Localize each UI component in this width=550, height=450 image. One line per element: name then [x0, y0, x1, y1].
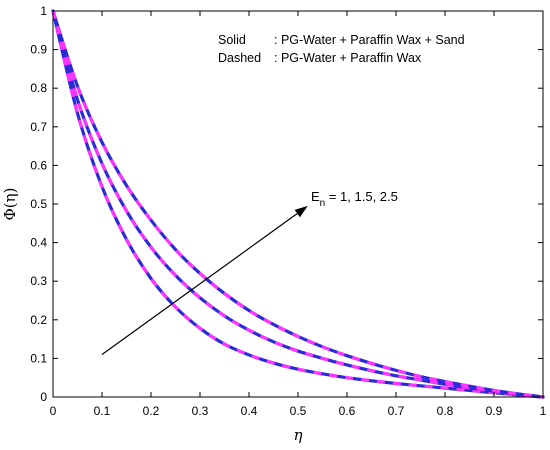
- annotation-arrow-shaft: [101, 213, 298, 356]
- y-tick-label: 0.5: [30, 197, 47, 211]
- x-tick-label: 0.5: [290, 404, 307, 418]
- y-axis-label: Φ(η): [1, 188, 19, 221]
- x-tick-label: 0.7: [388, 404, 405, 418]
- y-tick-label: 0.9: [30, 43, 47, 57]
- plot-frame: [52, 10, 544, 398]
- series-group: [51, 9, 545, 399]
- series-line-dashed-3: [51, 10, 544, 399]
- y-tick-label: 0.3: [30, 274, 47, 288]
- y-tick-label: 1: [40, 4, 47, 18]
- annotation-label: En = 1, 1.5, 2.5: [311, 189, 398, 209]
- legend-dashed-text: : PG-Water + Paraffin Wax: [274, 51, 422, 65]
- y-tick-label: 0.1: [30, 351, 47, 365]
- legend-dashed-key: Dashed: [218, 51, 261, 65]
- x-tick-label: 0.9: [486, 404, 503, 418]
- series-line-dashed-1: [51, 10, 544, 399]
- parameter-annotation: En = 1, 1.5, 2.5: [101, 189, 398, 356]
- y-tick-label: 0.4: [30, 236, 47, 250]
- y-tick-label: 0: [40, 390, 47, 404]
- y-tick-label: 0.8: [30, 81, 47, 95]
- x-tick-label: 0.8: [437, 404, 454, 418]
- x-tick-label: 1: [540, 404, 547, 418]
- annotation-subscript: n: [320, 198, 326, 209]
- annotation-prefix: E: [311, 189, 320, 204]
- legend-solid-key: Solid: [218, 33, 246, 47]
- legend-solid-text: : PG-Water + Paraffin Wax + Sand: [274, 33, 465, 47]
- x-tick-label: 0.2: [143, 404, 160, 418]
- y-tick-label: 0.2: [30, 313, 47, 327]
- series-line-dashed-2: [51, 10, 544, 399]
- legend: Solid : PG-Water + Paraffin Wax + Sand D…: [218, 33, 465, 65]
- annotation-arrow-head: [294, 205, 308, 218]
- x-tick-label: 0.1: [94, 404, 111, 418]
- axis-ticks: 0 0.1 0.2 0.3 0.4 0.5 0.6 0.7 0.8 0.9 1 0 0.1 0.2 0.3 0…: [30, 4, 546, 418]
- x-tick-label: 0.6: [339, 404, 356, 418]
- x-tick-label: 0.3: [192, 404, 209, 418]
- annotation-values: = 1, 1.5, 2.5: [325, 189, 398, 204]
- y-tick-label: 0.6: [30, 158, 47, 172]
- x-tick-label: 0.4: [241, 404, 258, 418]
- x-tick-label: 0: [50, 404, 57, 418]
- y-tick-label: 0.7: [30, 120, 47, 134]
- x-axis-label: η: [294, 426, 303, 444]
